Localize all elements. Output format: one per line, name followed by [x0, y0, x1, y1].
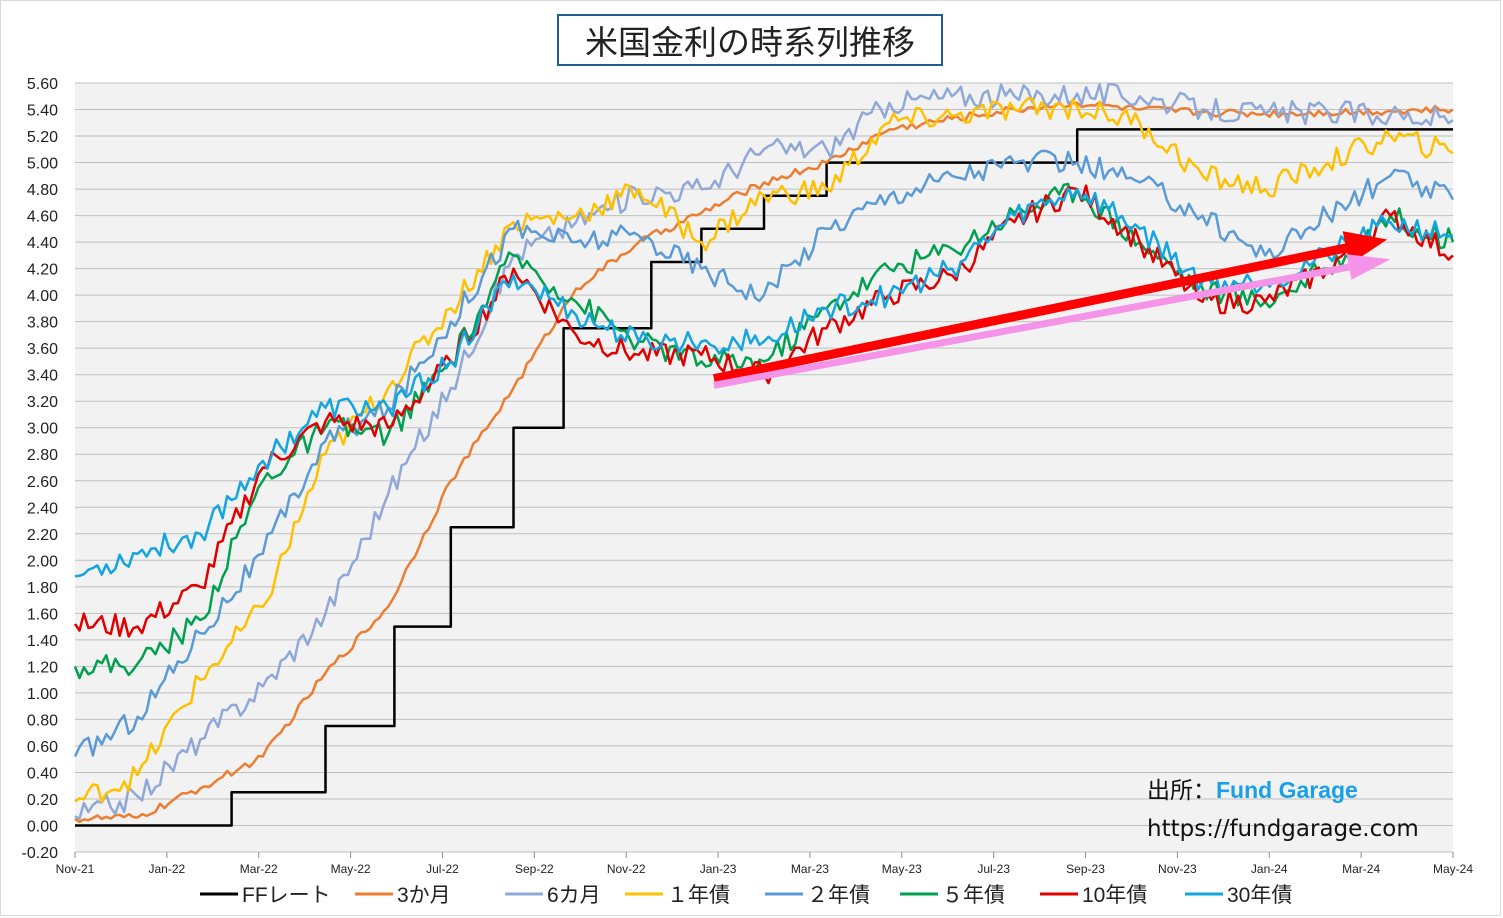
- y-tick-label: 5.00: [27, 156, 58, 173]
- y-tick-label: -0.20: [22, 845, 59, 862]
- y-tick-label: 2.20: [27, 527, 58, 544]
- y-tick-label: 5.40: [27, 103, 58, 120]
- legend-label: ２年債: [807, 884, 870, 907]
- x-tick-label: May-24: [1433, 862, 1473, 876]
- y-axis-ticks: 5.60 5.40 5.20 5.00 4.80 4.60 4.40 4.20 4.00 3.80…: [22, 76, 59, 862]
- y-tick-label: 1.20: [27, 659, 58, 676]
- x-tick-label: Nov-23: [1158, 862, 1197, 876]
- series-line-7: [74, 187, 1454, 578]
- x-tick-label: Sep-22: [515, 862, 554, 876]
- source-label: 出所：: [1147, 778, 1216, 804]
- y-tick-label: 3.00: [27, 421, 58, 438]
- y-tick-label: 0.20: [27, 792, 58, 809]
- y-tick-label: 1.80: [27, 580, 58, 597]
- legend-label: 30年債: [1227, 884, 1292, 907]
- y-tick-label: 3.80: [27, 315, 58, 332]
- series-lines: [73, 82, 1455, 827]
- legend-label: 10年債: [1082, 884, 1147, 907]
- y-tick-label: 5.60: [27, 76, 58, 93]
- legend-label: 6カ月: [547, 884, 601, 907]
- series-line-2: [74, 82, 1454, 820]
- x-tick-label: Mar-23: [791, 862, 829, 876]
- y-tick-label: 5.20: [27, 129, 58, 146]
- x-tick-label: Sep-23: [1066, 862, 1105, 876]
- x-tick-label: Jan-24: [1251, 862, 1288, 876]
- series-line-4: [73, 149, 1455, 758]
- legend: FFレート 3か月 6カ月 １年債 ２年債 ５年債 10年債 30年債: [200, 884, 1292, 907]
- series-line-3: [74, 97, 1454, 804]
- x-tick-label: Jan-23: [700, 862, 737, 876]
- y-tick-label: 4.80: [27, 182, 58, 199]
- x-tick-label: Nov-22: [607, 862, 646, 876]
- x-tick-label: Jan-22: [149, 862, 186, 876]
- series-line-1: [74, 100, 1454, 824]
- legend-label: ５年債: [942, 884, 1005, 907]
- y-tick-label: 2.60: [27, 474, 58, 491]
- y-tick-label: 4.00: [27, 288, 58, 305]
- x-tick-label: May-22: [331, 862, 371, 876]
- y-tick-label: 0.60: [27, 739, 58, 756]
- x-tick-label: Jul-23: [977, 862, 1010, 876]
- x-tick-label: Mar-22: [240, 862, 278, 876]
- series-line-5: [73, 182, 1455, 680]
- source-url: https://fundgarage.com: [1147, 816, 1419, 842]
- y-tick-label: 2.00: [27, 553, 58, 570]
- chart-title: 米国金利の時系列推移: [557, 14, 943, 66]
- trend-arrow-1: [713, 254, 1391, 389]
- trend-arrow-0: [713, 231, 1388, 384]
- y-tick-label: 3.60: [27, 341, 58, 358]
- legend-label: FFレート: [242, 884, 331, 907]
- legend-label: 3か月: [397, 884, 451, 907]
- y-tick-label: 1.60: [27, 606, 58, 623]
- y-tick-label: 3.20: [27, 394, 58, 411]
- y-tick-label: 3.40: [27, 368, 58, 385]
- trend-arrows: [713, 231, 1391, 389]
- y-tick-label: 2.40: [27, 500, 58, 517]
- y-tick-label: 0.80: [27, 712, 58, 729]
- source-credit: 出所：Fund Garage: [1147, 771, 1358, 805]
- y-tick-label: 1.40: [27, 633, 58, 650]
- y-tick-label: 4.60: [27, 209, 58, 226]
- legend-label: １年債: [667, 884, 730, 907]
- x-axis-ticks: Nov-21 Jan-22 Mar-22 May-22 Jul-22 Sep-22 Nov-…: [56, 852, 1473, 876]
- y-tick-label: 4.20: [27, 262, 58, 279]
- y-tick-label: 0.40: [27, 765, 58, 782]
- x-tick-label: May-23: [882, 862, 922, 876]
- x-tick-label: Nov-21: [56, 862, 95, 876]
- x-tick-label: Mar-24: [1342, 862, 1380, 876]
- source-name: Fund Garage: [1216, 777, 1358, 803]
- y-tick-label: 2.80: [27, 447, 58, 464]
- y-tick-label: 4.40: [27, 235, 58, 252]
- y-tick-label: 0.00: [27, 818, 58, 835]
- y-tick-label: 1.00: [27, 686, 58, 703]
- x-tick-label: Jul-22: [426, 862, 459, 876]
